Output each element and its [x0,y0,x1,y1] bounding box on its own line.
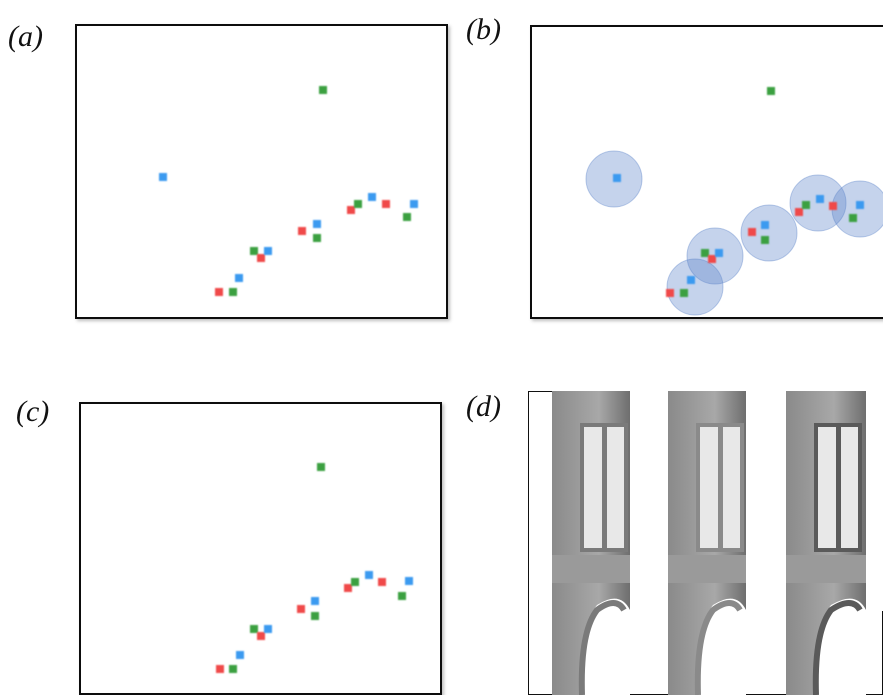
point [680,289,688,297]
point [311,612,319,620]
point [297,605,305,613]
point [767,87,775,95]
point [365,571,373,579]
point [257,254,265,262]
point [250,247,258,255]
point [313,220,321,228]
ledge [786,555,866,583]
point [351,578,359,586]
point [344,584,352,592]
ledge [668,555,746,583]
point [250,625,258,633]
point [748,228,756,236]
panel-frame [80,403,441,694]
panel-frame [76,25,447,318]
point [829,202,837,210]
figure: (a) (b) (c) (d) [0,0,883,695]
panel-label: (d) [466,390,501,423]
point-cloud-renders [552,391,883,695]
point [347,206,355,214]
mullion [602,425,607,550]
point [313,234,321,242]
mullion [718,425,723,550]
point [849,214,857,222]
point [761,221,769,229]
render-strip [528,391,883,695]
point [215,288,223,296]
point [235,274,243,282]
point [311,597,319,605]
point [264,625,272,633]
point [816,195,824,203]
point [229,665,237,673]
page: (a) (b) (c) (d) (() => { const data = JS… [0,0,883,695]
point [257,632,265,640]
point [708,255,716,263]
mullion [836,425,841,550]
point [236,651,244,659]
point [264,247,272,255]
point [687,276,695,284]
panel-label: (b) [466,13,501,46]
point [856,201,864,209]
point [159,173,167,181]
point [298,227,306,235]
point [715,249,723,257]
ledge [552,555,630,583]
point [403,213,411,221]
point [761,236,769,244]
point [701,249,709,257]
point [613,174,621,182]
point [319,86,327,94]
point [378,578,386,586]
gap [746,391,786,611]
point [410,200,418,208]
point [317,463,325,471]
point [405,577,413,585]
panel-label: (a) [8,20,43,53]
point [368,193,376,201]
gap [866,391,883,611]
point [398,592,406,600]
gap [630,391,670,611]
panel-label: (c) [16,395,49,428]
point [354,200,362,208]
point [382,200,390,208]
point [795,208,803,216]
point [802,201,810,209]
point [666,289,674,297]
point [216,665,224,673]
point [229,288,237,296]
